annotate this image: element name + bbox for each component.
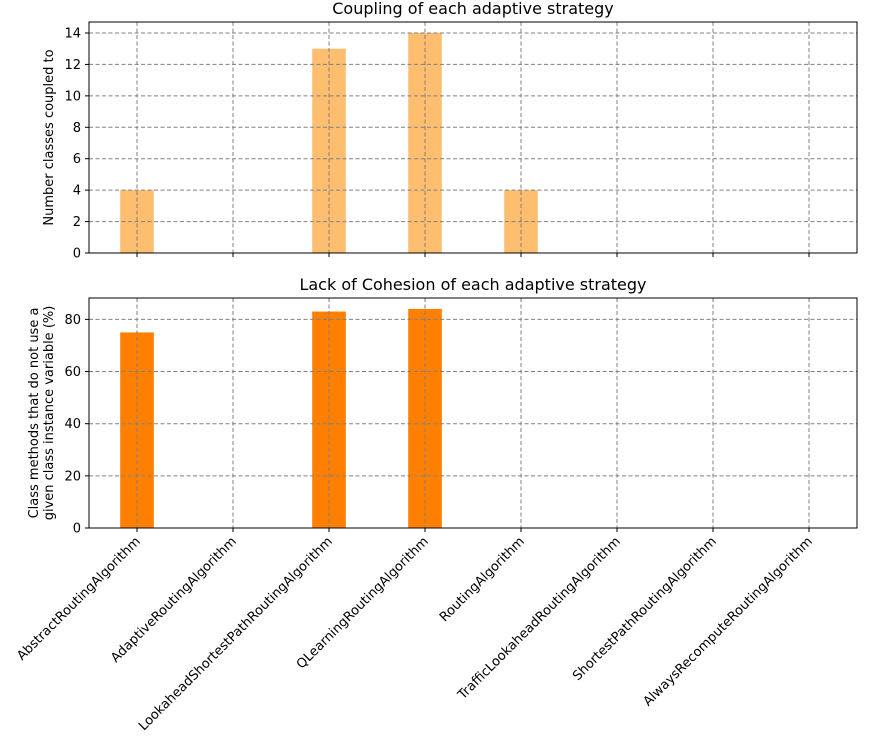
y-tick-label: 10: [64, 89, 81, 104]
y-tick-label: 0: [73, 522, 81, 537]
y-tick-label: 8: [73, 121, 81, 136]
chart-title: Lack of Cohesion of each adaptive strate…: [299, 275, 646, 294]
chart-title: Coupling of each adaptive strategy: [332, 0, 613, 18]
axes-frame: [88, 297, 858, 529]
cohesion-chart: 020406080AbstractRoutingAlgorithmAdaptiv…: [14, 275, 858, 734]
y-tick-label: 40: [64, 417, 81, 432]
y-tick-label: 12: [64, 58, 81, 73]
y-tick-label: 2: [73, 215, 81, 230]
bar-2: [312, 48, 346, 253]
x-tick-label: AlwaysRecomputeRoutingAlgorithm: [641, 534, 816, 709]
y-tick-label: 80: [64, 313, 81, 328]
y-tick-label: 4: [73, 184, 81, 199]
y-tick-label: 0: [73, 247, 81, 262]
axes-frame: [88, 21, 858, 254]
coupling-chart: 0 2 4 6 8 10 12 14 Coupling of each adaptive str…: [42, 0, 858, 262]
y-axis-label: Number classes coupled to: [42, 49, 57, 225]
x-tick-label: TrafficLookaheadRoutingAlgorithm: [455, 534, 624, 703]
y-tick-label: 14: [64, 27, 81, 42]
y-tick-label: 6: [73, 152, 81, 167]
bar-2: [312, 311, 346, 528]
y-tick-label: 20: [64, 469, 81, 484]
y-axis-label-line: Class methods that do not use a: [27, 308, 42, 519]
x-tick-label: LookaheadShortestPathRoutingAlgorithm: [136, 534, 336, 734]
y-axis-label-line: given class instance variable (%): [42, 306, 57, 521]
y-tick-label: 60: [64, 365, 81, 380]
x-tick-label: RoutingAlgorithm: [437, 534, 528, 625]
